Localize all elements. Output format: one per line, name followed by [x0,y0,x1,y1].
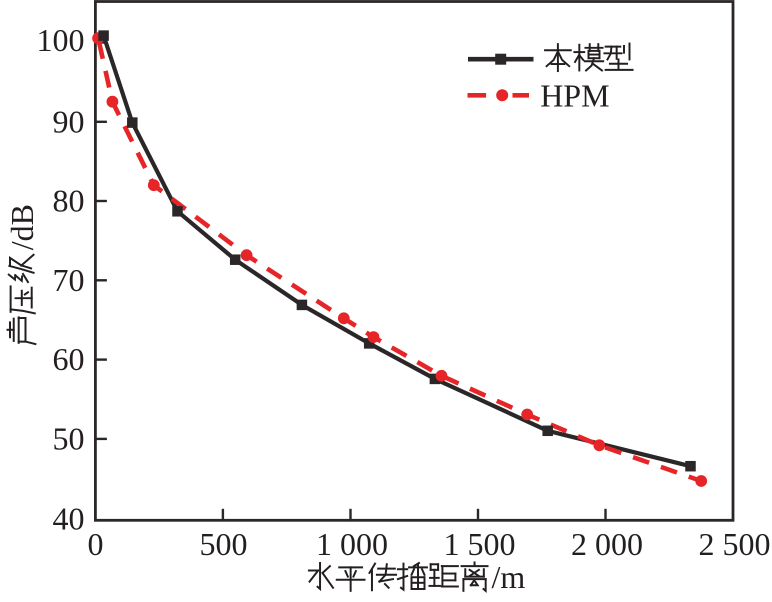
svg-text:2 000: 2 000 [571,526,643,562]
svg-text:60: 60 [53,341,85,377]
svg-text:50: 50 [53,421,85,457]
svg-text:HPM: HPM [540,77,609,113]
svg-text:1 500: 1 500 [444,526,516,562]
svg-text:70: 70 [53,262,85,298]
svg-text:40: 40 [53,501,85,537]
svg-text:1 000: 1 000 [316,526,388,562]
svg-text:/m: /m [492,559,526,595]
svg-text:100: 100 [37,22,85,58]
svg-text:80: 80 [53,183,85,219]
svg-text:2 500: 2 500 [699,526,771,562]
svg-text:/dB: /dB [4,204,40,250]
svg-text:90: 90 [53,103,85,139]
svg-text:0: 0 [88,526,104,562]
svg-text:500: 500 [200,526,248,562]
